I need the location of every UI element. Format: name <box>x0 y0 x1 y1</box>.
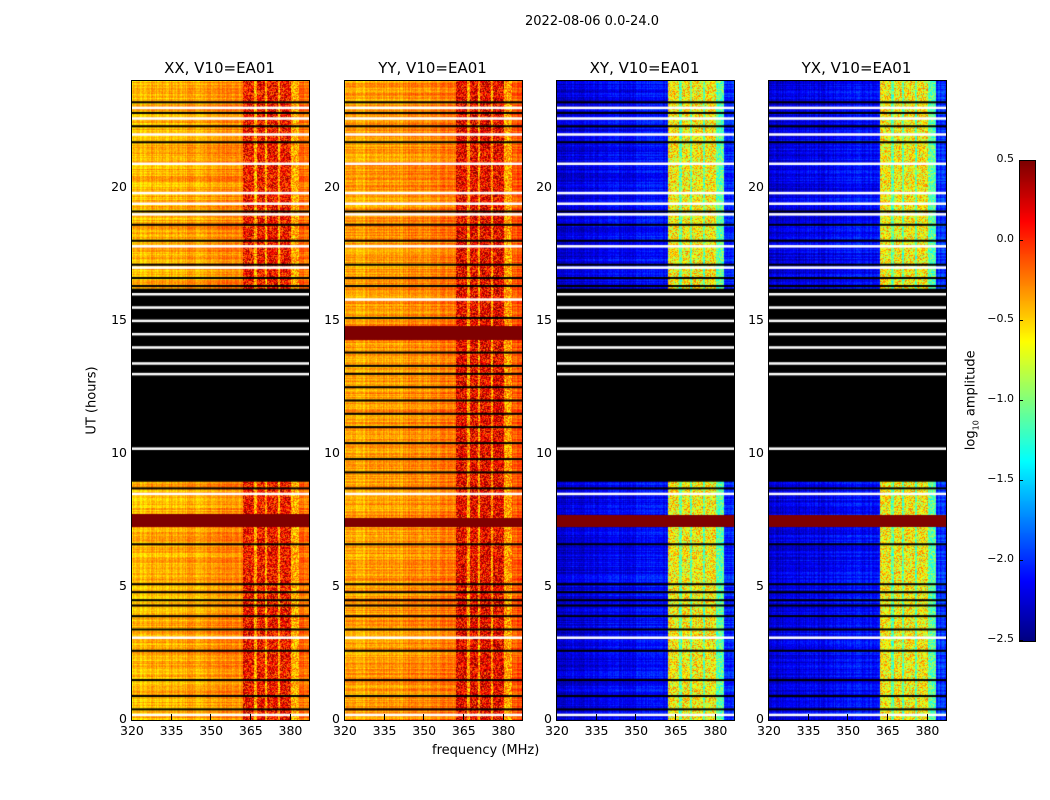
y-tick-label: 10 <box>536 444 552 460</box>
x-tick-label: 350 <box>412 723 437 738</box>
colorbar-tick-label: −0.5 <box>987 312 1014 325</box>
colorbar-tick-label: 0.0 <box>996 232 1015 245</box>
x-tick-label: 380 <box>915 723 940 738</box>
colorbar-tick-label: −1.0 <box>987 392 1014 405</box>
y-tick-label: 20 <box>324 178 340 194</box>
x-tick-label: 335 <box>372 723 397 738</box>
x-tick-mark <box>210 714 212 720</box>
colorbar-tick-mark <box>1019 320 1023 321</box>
x-tick-label: 350 <box>836 723 861 738</box>
heatmap-yy <box>344 80 523 721</box>
y-tick-label: 5 <box>544 577 552 593</box>
x-tick-label: 335 <box>796 723 821 738</box>
x-tick-label: 380 <box>491 723 516 738</box>
colorbar-tick-label: 0.5 <box>996 152 1015 165</box>
x-tick-mark <box>462 714 464 720</box>
x-tick-mark <box>423 714 425 720</box>
x-tick-label: 350 <box>624 723 649 738</box>
heatmap-yx <box>768 80 947 721</box>
x-tick-label: 335 <box>584 723 609 738</box>
x-tick-label: 320 <box>757 723 781 738</box>
y-tick-label: 10 <box>111 444 127 460</box>
y-tick-label: 5 <box>756 577 764 593</box>
y-tick-label: 15 <box>111 311 127 327</box>
x-tick-mark <box>556 714 557 720</box>
x-tick-label: 320 <box>545 723 569 738</box>
panel-title: YX, V10=EA01 <box>801 59 912 77</box>
panel-title: YY, V10=EA01 <box>378 59 487 77</box>
x-tick-mark <box>383 714 385 720</box>
x-tick-label: 320 <box>120 723 144 738</box>
colorbar-tick-mark <box>1019 400 1023 401</box>
x-tick-mark <box>886 714 888 720</box>
x-tick-label: 365 <box>875 723 900 738</box>
x-tick-mark <box>131 714 132 720</box>
x-tick-mark <box>595 714 597 720</box>
x-tick-mark <box>635 714 637 720</box>
x-tick-label: 365 <box>238 723 263 738</box>
colorbar-tick-mark <box>1019 240 1023 241</box>
y-tick-label: 0 <box>544 711 552 726</box>
colorbar-tick-label: −2.5 <box>987 632 1014 645</box>
colorbar-label-sub: 10 <box>971 420 981 431</box>
panel-title: XX, V10=EA01 <box>164 59 275 77</box>
x-tick-mark <box>170 714 172 720</box>
x-tick-label: 365 <box>663 723 688 738</box>
x-axis-label: frequency (MHz) <box>432 743 540 758</box>
y-tick-label: 15 <box>536 311 552 327</box>
y-tick-label: 15 <box>324 311 340 327</box>
x-tick-mark <box>926 714 928 720</box>
x-tick-mark <box>344 714 345 720</box>
x-tick-mark <box>502 714 504 720</box>
colorbar <box>1019 160 1036 642</box>
colorbar-tick-label: −2.0 <box>987 552 1014 565</box>
x-tick-mark <box>847 714 849 720</box>
y-tick-label: 15 <box>748 311 764 327</box>
y-axis-label: UT (hours) <box>84 366 100 435</box>
y-tick-label: 0 <box>756 711 764 726</box>
colorbar-label-rest: amplitude <box>963 350 979 421</box>
x-tick-mark <box>289 714 291 720</box>
x-tick-mark <box>674 714 676 720</box>
x-tick-mark <box>807 714 809 720</box>
x-tick-label: 350 <box>199 723 224 738</box>
y-tick-label: 20 <box>536 178 552 194</box>
y-tick-label: 10 <box>324 444 340 460</box>
figure-suptitle: 2022-08-06 0.0-24.0 <box>525 14 659 29</box>
x-tick-mark <box>714 714 716 720</box>
colorbar-label-main: log <box>963 430 979 451</box>
y-tick-label: 10 <box>748 444 764 460</box>
colorbar-tick-mark <box>1019 480 1023 481</box>
x-tick-label: 380 <box>278 723 303 738</box>
y-tick-label: 5 <box>332 577 340 593</box>
y-tick-label: 0 <box>332 711 340 726</box>
panel-title: XY, V10=EA01 <box>589 59 700 77</box>
y-tick-label: 0 <box>119 711 127 726</box>
colorbar-tick-label: −1.5 <box>987 472 1014 485</box>
x-tick-label: 335 <box>159 723 184 738</box>
x-tick-label: 320 <box>333 723 357 738</box>
heatmap-xx <box>131 80 310 721</box>
x-tick-label: 380 <box>703 723 728 738</box>
x-tick-mark <box>249 714 251 720</box>
x-tick-mark <box>768 714 769 720</box>
y-tick-label: 20 <box>111 178 127 194</box>
colorbar-tick-mark <box>1019 560 1023 561</box>
y-tick-label: 5 <box>119 577 127 593</box>
colorbar-tick-mark <box>1019 160 1023 161</box>
colorbar-tick-mark <box>1019 640 1023 641</box>
heatmap-xy <box>556 80 735 721</box>
y-tick-label: 20 <box>748 178 764 194</box>
x-tick-label: 365 <box>451 723 476 738</box>
